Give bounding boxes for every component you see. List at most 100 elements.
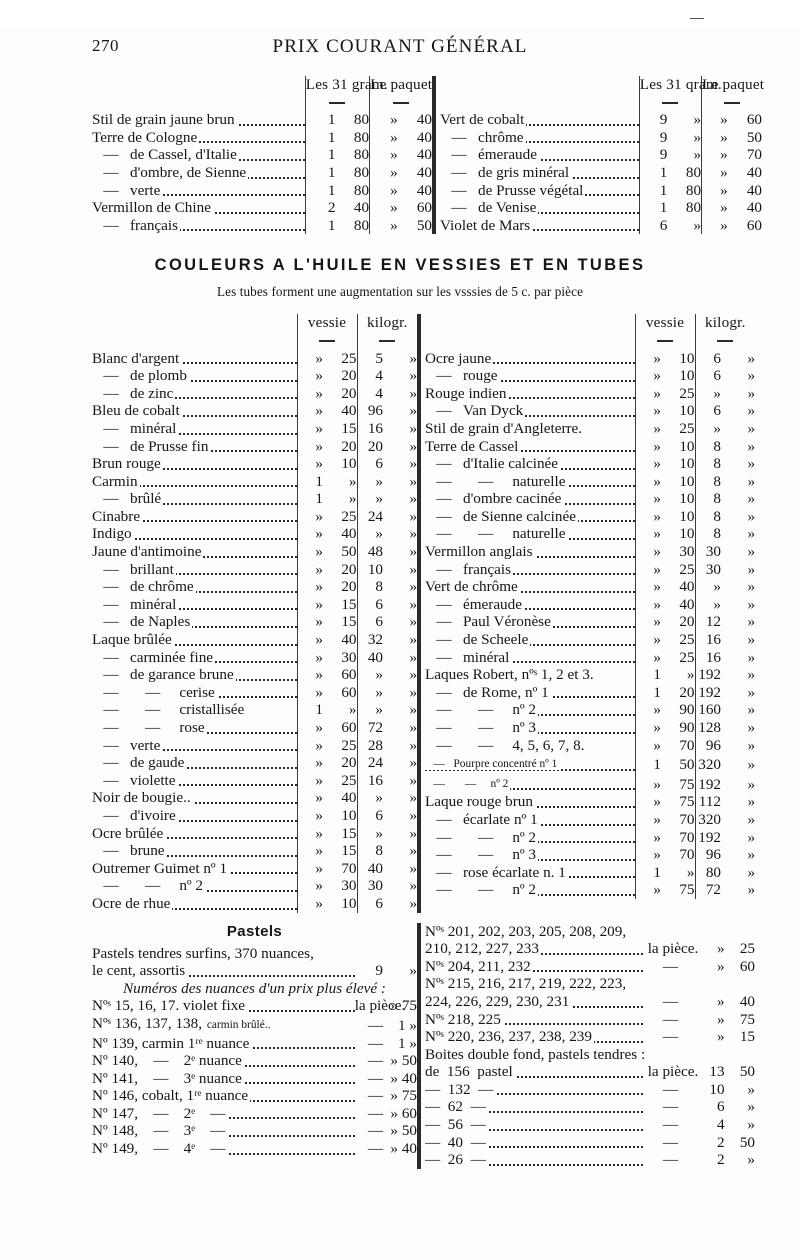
price-a2: 30 xyxy=(341,648,357,666)
main-header-rule-4 xyxy=(694,331,756,350)
price-b2: » xyxy=(409,419,418,437)
price-b1: 8 xyxy=(694,472,722,491)
price-b2: » xyxy=(747,631,756,649)
table-row: Laque rouge brun » 75 112 » xyxy=(425,793,755,811)
table-row: — Van Dyck » 10 6 » xyxy=(425,402,755,420)
box-unit: la pièce. xyxy=(647,1063,699,1081)
price-b1: » xyxy=(356,789,384,807)
item-name: — de Prusse végétal xyxy=(440,181,586,199)
price-b1: » xyxy=(369,128,398,147)
price-a2: » xyxy=(693,146,702,164)
price-b2: » xyxy=(747,666,756,684)
item-name: Vert de cobalt xyxy=(440,111,527,129)
table-row: — — nº 3 » 70 96 » xyxy=(425,846,755,864)
table-row: — de Cassel, d'Italie 1 80» 40 xyxy=(92,146,432,164)
pastel-price-cent: 40 xyxy=(739,992,755,1010)
pastel-name: Nº 149, — 4ᵉ — xyxy=(92,1140,228,1158)
pastel-number-row-cont: Nºˢ 215, 216, 217, 219, 222, 223, xyxy=(425,975,755,993)
price-b1: 6 xyxy=(356,595,384,614)
item-name-cell: — minéral xyxy=(425,648,635,667)
item-name-cell: Violet de Mars xyxy=(440,216,639,235)
price-a2: 70 xyxy=(679,846,695,864)
box-row: — 40 — — 2 50 xyxy=(425,1133,755,1152)
price-a2: 10 xyxy=(679,349,695,367)
pastel-price-cent: 75 xyxy=(739,1010,755,1028)
price-b2: » xyxy=(747,828,756,846)
price-b2: » xyxy=(409,701,418,719)
pastels-italic-note: Numéros des nuances d'un prix plus élevé… xyxy=(123,979,386,997)
main-header-rule-3 xyxy=(634,331,696,350)
item-name: — d'Italie calcinée xyxy=(425,455,561,473)
table-row: — de plomb » 20 4 » xyxy=(92,367,417,385)
price-a1: » xyxy=(634,455,661,473)
pastel-unit: — xyxy=(662,992,679,1010)
box-price-cent: » xyxy=(747,1116,755,1134)
price-a2: 15 xyxy=(341,595,357,613)
item-name-cell: Stil de grain jaune brun xyxy=(92,111,305,129)
price-a2: » xyxy=(686,863,695,881)
price-a1: » xyxy=(634,349,661,368)
price-b2: » xyxy=(747,648,756,666)
price-b1: » xyxy=(356,490,384,508)
price-a2: 25 xyxy=(679,631,695,649)
item-name: — de chrôme xyxy=(92,578,196,596)
table-row: — français » 25 30 » xyxy=(425,560,755,579)
item-name-cell: Terre de Cassel xyxy=(425,437,635,456)
price-a2: 15 xyxy=(341,419,357,437)
price-a2: 10 xyxy=(679,525,695,543)
item-name: Laques Robert, nºˢ 1, 2 et 3. xyxy=(425,666,596,684)
boxes-heading: Boites double fond, pastels tendres : xyxy=(425,1045,646,1063)
item-name: Cinabre xyxy=(92,507,143,525)
price-b1: » xyxy=(694,595,722,614)
item-name: — émeraude xyxy=(440,146,539,164)
price-a2: 90 xyxy=(679,701,695,719)
item-name-cell: — Paul Véronèse xyxy=(425,613,635,631)
item-name-cell: — rose écarlate n. 1 xyxy=(425,863,635,882)
item-name: Vermillon de Chine xyxy=(92,199,213,217)
price-b2: 40 xyxy=(416,181,432,199)
item-name-cell: — — cerise xyxy=(92,683,297,702)
price-a2: 75 xyxy=(679,793,695,811)
price-a2: 15 xyxy=(341,824,357,842)
table-row: Vermillon anglais » 30 30 » xyxy=(425,543,755,561)
box-unit: — xyxy=(662,1098,679,1116)
price-b2: » xyxy=(409,578,418,596)
item-name: — verte xyxy=(92,736,163,754)
price-b1: » xyxy=(701,128,728,147)
price-b1: 6 xyxy=(356,455,384,473)
item-name: — français xyxy=(92,216,181,234)
price-b1: 30 xyxy=(356,877,384,895)
table-row: — — 4, 5, 6, 7, 8. » 70 96 » xyxy=(425,736,755,755)
box-price-franc: 2 xyxy=(717,1151,725,1169)
price-a1: » xyxy=(296,771,323,790)
price-b1: 40 xyxy=(356,648,384,667)
price-a2: 30 xyxy=(341,877,357,895)
table-row: Outremer Guimet nº 1 » 70 40 » xyxy=(92,859,417,878)
pastel-name: Nº 146, cobalt, 1ʳᵉ nuance xyxy=(92,1087,251,1105)
item-name-cell: Bleu de cobalt xyxy=(92,402,297,420)
price-b2: » xyxy=(409,472,418,490)
item-name: — — cerise xyxy=(92,683,217,701)
table-row: — — naturelle » 10 8 » xyxy=(425,472,755,491)
pastels-intro-line1: Pastels tendres surfins, 370 nuances, xyxy=(92,944,314,962)
price-a1: » xyxy=(296,824,323,843)
item-name: — — naturelle xyxy=(425,525,568,543)
pastel-price-franc: » xyxy=(717,992,725,1010)
item-name-cell: — de chrôme xyxy=(92,578,297,596)
price-a2: 50 xyxy=(341,543,357,561)
item-name-cell: Vert de chrôme xyxy=(425,578,635,596)
item-name-cell: — d'ivoire xyxy=(92,806,297,825)
price-a1: 1 xyxy=(296,701,323,719)
price-a2: 40 xyxy=(679,595,695,613)
price-b2: » xyxy=(409,595,418,613)
price-a1: » xyxy=(296,384,323,403)
item-name: — minéral xyxy=(92,419,179,437)
main-right-rows: Ocre jaune» 10 6» — rouge» 10 6» Rouge indien… xyxy=(425,349,756,899)
price-b2: » xyxy=(409,842,418,860)
item-name-cell: — minéral xyxy=(92,595,297,614)
table-row: — — nº 2 » 30 30 » xyxy=(92,877,417,895)
price-b1: » xyxy=(356,701,384,719)
price-b2: » xyxy=(747,507,756,525)
item-name: — français xyxy=(425,560,514,578)
price-a1: » xyxy=(634,595,661,614)
